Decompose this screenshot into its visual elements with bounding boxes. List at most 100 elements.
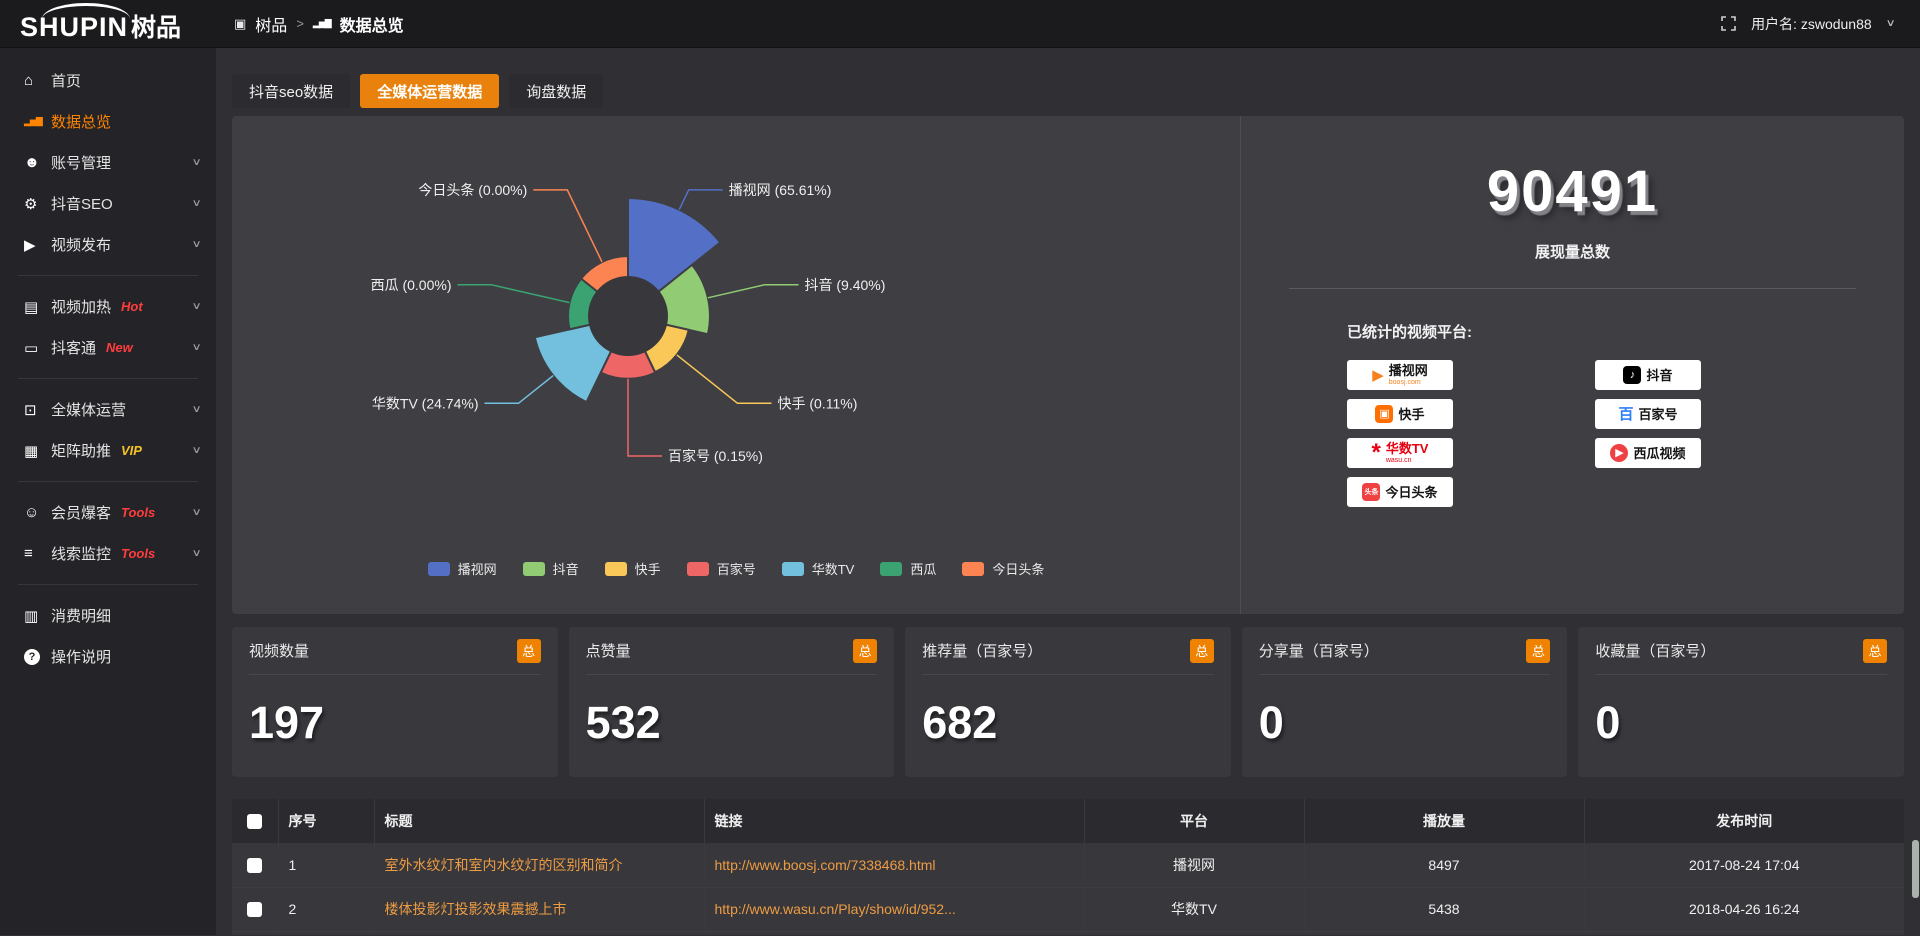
table-header-platform: 平台 [1083, 799, 1304, 843]
row-checkbox[interactable] [247, 902, 263, 918]
legend-item-西瓜[interactable]: 西瓜 [880, 559, 936, 578]
legend-item-抖音[interactable]: 抖音 [522, 559, 579, 578]
platform-pie-chart: 播视网 (65.61%) 抖音 (9.40%) 快手 (0.11%) 百家号 (0.1… [232, 116, 1240, 614]
app-logo[interactable]: SHUPIN 树品 [0, 0, 216, 47]
platform-badge-wasu: * 华数TV wasu.cn [1347, 438, 1453, 468]
sidebar-item-label: 操作说明 [51, 649, 112, 666]
sidebar-item-home[interactable]: ⌂ 首页 [0, 60, 216, 101]
logo-arc-icon [42, 3, 130, 19]
legend-item-华数TV[interactable]: 华数TV [781, 559, 855, 578]
cell-title: 室外水纹灯和室内水纹灯的区别和简介 [373, 843, 704, 887]
table-header-check [232, 799, 278, 843]
platform-badge-label: 播视网 [1388, 363, 1428, 378]
chevron-down-icon: ∨ [191, 548, 202, 559]
legend-item-播视网[interactable]: 播视网 [427, 559, 497, 578]
sidebar-item-help[interactable]: ? 操作说明 [0, 636, 216, 677]
cell-title: 楼体投影灯投影效果震撼上市 [373, 887, 704, 931]
stat-card-recommend-count: 推荐量（百家号） 总 682 [905, 627, 1231, 777]
cell-num [277, 931, 374, 935]
legend-label: 抖音 [552, 562, 579, 577]
total-badge[interactable]: 总 [853, 638, 878, 663]
video-title[interactable]: 室外水纹灯和室内水纹灯的区别和简介 [384, 856, 623, 873]
username[interactable]: 用户名: zswodun88 [1751, 15, 1872, 32]
cell-check [232, 887, 278, 931]
sidebar-item-media-ops[interactable]: ⊡ 全媒体运营 ∨ [0, 389, 216, 430]
cell-link [703, 931, 1084, 935]
cell-check [232, 843, 278, 887]
legend-label: 百家号 [716, 562, 756, 577]
sidebar-item-video-heat[interactable]: ▤ 视频加热 Hot ∨ [0, 286, 216, 327]
fullscreen-icon[interactable] [1721, 16, 1736, 31]
pie-label-line [707, 284, 799, 299]
cell-platform [1083, 931, 1304, 935]
legend-label: 今日头条 [992, 562, 1045, 577]
select-all-checkbox[interactable] [247, 814, 263, 830]
sidebar-item-expense-detail[interactable]: ▥ 消费明细 [0, 595, 216, 636]
platform-badge-sub: wasu.cn [1385, 457, 1412, 464]
platform-badge-xigua: ▶ 西瓜视频 [1595, 438, 1701, 468]
sidebar-item-douyin-seo[interactable]: ⚙ 抖音SEO ∨ [0, 183, 216, 224]
legend-item-百家号[interactable]: 百家号 [686, 559, 756, 578]
tab-media-ops-data[interactable]: 全媒体运营数据 [360, 74, 500, 108]
cell-title [373, 931, 704, 935]
tab-bar: 抖音seo数据 全媒体运营数据 询盘数据 [232, 74, 1904, 108]
pie-label-line [533, 189, 603, 263]
row-checkbox[interactable] [247, 858, 263, 874]
cell-platform: 播视网 [1083, 843, 1304, 887]
tab-douyin-seo-data[interactable]: 抖音seo数据 [232, 74, 351, 108]
pie-label: 华数TV (24.74%) [372, 395, 479, 411]
video-link[interactable]: http://www.boosj.com/7338468.html [714, 856, 936, 873]
video-title[interactable]: 楼体投影灯投影效果震撼上市 [384, 901, 567, 917]
pie-label: 百家号 (0.15%) [668, 448, 763, 464]
total-badge[interactable]: 总 [1862, 638, 1887, 663]
legend-swatch-icon [962, 561, 985, 576]
chevron-down-icon[interactable]: ∨ [1885, 18, 1896, 29]
total-badge[interactable]: 总 [516, 638, 541, 663]
table-header-plays: 播放量 [1303, 799, 1584, 843]
cell-time: 2018-04-26 16:24 [1583, 887, 1904, 931]
total-badge[interactable]: 总 [1526, 638, 1551, 663]
sidebar-item-video-publish[interactable]: ▶ 视频发布 ∨ [0, 224, 216, 265]
legend-item-今日头条[interactable]: 今日头条 [962, 559, 1044, 578]
stat-card-label: 推荐量（百家号） [922, 643, 1043, 660]
platform-badge-label: 快手 [1398, 406, 1425, 422]
breadcrumb-separator: > [296, 16, 304, 31]
legend-item-快手[interactable]: 快手 [604, 559, 661, 578]
total-badge[interactable]: 总 [1189, 638, 1214, 663]
pie-label: 快手 (0.11%) [778, 395, 858, 411]
chart-bars-icon: ▂▅▇ [312, 18, 332, 28]
platform-badge-text: 播视网 boosj.com [1389, 364, 1428, 386]
sidebar-item-tag: Hot [121, 299, 143, 314]
sidebar-item-account-manage[interactable]: ☻ 账号管理 ∨ [0, 142, 216, 183]
page-scrollbar[interactable] [1912, 48, 1919, 936]
sidebar-item-clue-monitor[interactable]: ≡ 线索监控 Tools ∨ [0, 533, 216, 574]
sidebar-item-doukaitong[interactable]: ▭ 抖客通 New ∨ [0, 327, 216, 368]
chat-icon: ▭ [24, 339, 39, 357]
chevron-down-icon: ∨ [191, 157, 202, 168]
platform-badge-text: 快手 [1398, 408, 1424, 421]
breadcrumb: ▣ 树品 > ▂▅▇ 数据总览 [234, 12, 404, 36]
stat-card-label: 点赞量 [585, 643, 631, 660]
platform-badge-text: 华数TV wasu.cn [1386, 442, 1429, 464]
sidebar-item-member-baoke[interactable]: ☺ 会员爆客 Tools ∨ [0, 492, 216, 533]
video-link[interactable]: http://www.wasu.cn/Play/show/id/952... [714, 901, 956, 917]
legend-label: 播视网 [457, 562, 497, 577]
table-header-title: 标题 [373, 799, 704, 843]
stat-card-header: 分享量（百家号） 总 [1258, 627, 1551, 675]
monitor-icon: ⊡ [24, 401, 37, 419]
cell-num: 1 [277, 843, 374, 887]
sidebar-item-matrix-boost[interactable]: ▦ 矩阵助推 VIP ∨ [0, 430, 216, 471]
sidebar-item-label: 数据总览 [51, 114, 112, 131]
scrollbar-thumb[interactable] [1912, 840, 1919, 898]
sidebar-item-data-overview[interactable]: ▂▅▇ 数据总览 [0, 101, 216, 142]
tab-inquiry-data[interactable]: 询盘数据 [509, 74, 604, 108]
boosj-logo-icon: ▶ [1372, 366, 1384, 384]
legend-label: 华数TV [811, 562, 855, 577]
sidebar-item-label: 会员爆客 [51, 505, 112, 522]
cell-link: http://www.wasu.cn/Play/show/id/952... [703, 887, 1084, 931]
chart-icon: ▂▅▇ [24, 116, 43, 126]
platform-badge-label: 今日头条 [1385, 484, 1438, 500]
sidebar: ⌂ 首页 ▂▅▇ 数据总览 ☻ 账号管理 ∨ ⚙ 抖音SEO ∨ ▶ 视频发布 ∨ ▤ 视频加热 Hot ∨ ▭ 抖… [0, 48, 216, 935]
cell-num: 2 [277, 887, 374, 931]
breadcrumb-root[interactable]: 树品 [255, 17, 288, 35]
